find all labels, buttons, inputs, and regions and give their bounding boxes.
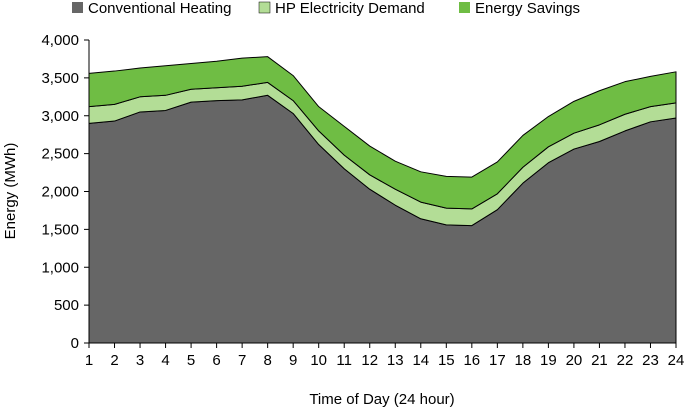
- y-tick-label: 4,000: [41, 32, 79, 49]
- x-tick-label: 6: [212, 352, 220, 369]
- x-tick-label: 8: [263, 352, 271, 369]
- y-tick-label: 1,000: [41, 259, 79, 276]
- x-tick-label: 16: [463, 352, 480, 369]
- x-tick-label: 19: [540, 352, 557, 369]
- legend-swatch-conventional-heating: [72, 2, 83, 13]
- x-tick-label: 21: [591, 352, 608, 369]
- x-tick-label: 23: [642, 352, 659, 369]
- x-tick-label: 15: [438, 352, 455, 369]
- x-tick-label: 7: [238, 352, 246, 369]
- legend-item-energy-savings: Energy Savings: [459, 0, 580, 17]
- y-tick-label: 3,500: [41, 70, 79, 87]
- x-axis-title: Time of Day (24 hour): [309, 391, 454, 408]
- x-tick-label: 2: [110, 352, 118, 369]
- x-tick-label: 20: [566, 352, 583, 369]
- legend-label-conventional-heating: Conventional Heating: [88, 0, 231, 17]
- x-tick-label: 1: [85, 352, 93, 369]
- legend-swatch-hp-electricity-demand: [258, 1, 271, 14]
- y-tick-label: 0: [71, 335, 79, 352]
- y-tick-label: 3,000: [41, 108, 79, 125]
- legend: Conventional Heating HP Electricity Dema…: [72, 0, 580, 17]
- x-tick-label: 17: [489, 352, 506, 369]
- x-tick-label: 9: [289, 352, 297, 369]
- plot-areas: [88, 56, 677, 344]
- legend-label-hp-electricity-demand: HP Electricity Demand: [275, 0, 425, 17]
- y-axis-ticks: 0 500 1,000 1,500 2,000 2,500 3,000 3,500 4,000: [41, 32, 89, 352]
- y-tick-label: 2,500: [41, 146, 79, 163]
- x-tick-label: 12: [361, 352, 378, 369]
- legend-label-energy-savings: Energy Savings: [475, 0, 580, 17]
- x-tick-label: 24: [668, 352, 685, 369]
- x-axis-ticks: 1 2 3 4 5 6 7 8 9 10 11 12 13 14 15 16 17 18 19 20 21 22 23 24: [85, 343, 685, 369]
- x-tick-label: 3: [136, 352, 144, 369]
- area-series-energy-savings: [88, 56, 677, 210]
- legend-item-hp-electricity-demand: HP Electricity Demand: [258, 0, 425, 17]
- legend-swatch-energy-savings: [459, 2, 470, 13]
- x-tick-label: 13: [387, 352, 404, 369]
- x-tick-label: 11: [336, 352, 352, 369]
- x-tick-label: 4: [161, 352, 169, 369]
- legend-item-conventional-heating: Conventional Heating: [72, 0, 231, 17]
- x-tick-label: 5: [187, 352, 195, 369]
- x-tick-label: 22: [617, 352, 634, 369]
- x-tick-label: 14: [412, 352, 429, 369]
- y-axis-title: Energy (MWh): [2, 143, 19, 240]
- x-tick-label: 10: [310, 352, 327, 369]
- x-tick-label: 18: [515, 352, 532, 369]
- y-tick-label: 1,500: [41, 221, 79, 238]
- y-tick-label: 2,000: [41, 184, 79, 201]
- y-tick-label: 500: [54, 297, 79, 314]
